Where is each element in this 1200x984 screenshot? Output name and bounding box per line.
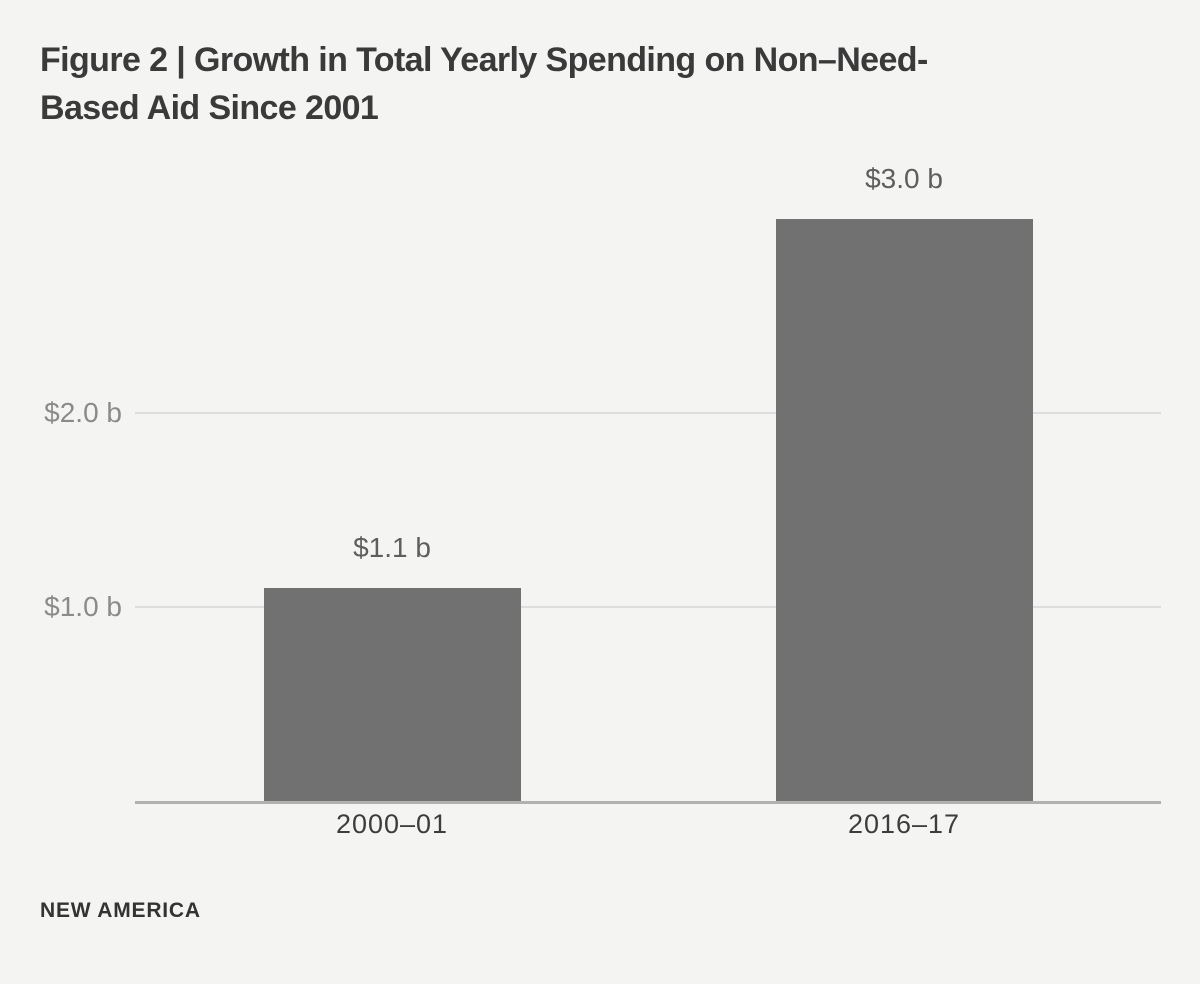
bar-value-label: $3.0 b xyxy=(865,163,943,194)
y-gridline xyxy=(135,606,1161,608)
y-gridline xyxy=(135,412,1161,414)
x-axis-category-label: 2016–17 xyxy=(847,809,961,839)
brand-wordmark: NEW AMERICA xyxy=(40,899,201,922)
y-axis-tick-label: $1.0 b xyxy=(44,591,122,622)
bar xyxy=(263,588,521,801)
y-axis-tick-label: $2.0 b xyxy=(44,397,122,428)
figure-title-line2: Based Aid Since 2001 xyxy=(40,89,379,127)
x-axis-category-label: 2000–01 xyxy=(335,809,449,839)
figure-title: Figure 2 | Growth in Total Yearly Spendi… xyxy=(40,36,1160,132)
bar xyxy=(775,219,1033,801)
x-axis-line xyxy=(135,801,1161,804)
bar-value-label: $1.1 b xyxy=(353,532,431,563)
figure-title-line1: Figure 2 | Growth in Total Yearly Spendi… xyxy=(40,41,928,79)
